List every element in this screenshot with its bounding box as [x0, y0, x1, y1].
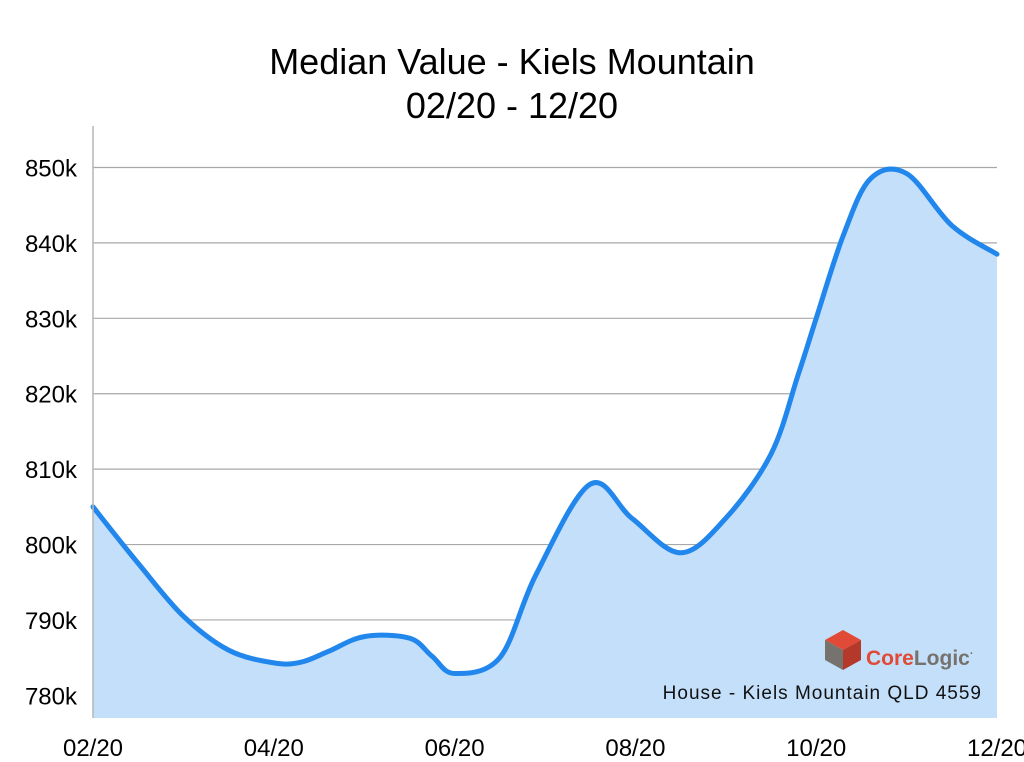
- chart-subtitle: 02/20 - 12/20: [405, 85, 619, 126]
- data-point: [949, 223, 954, 228]
- x-tick-label: 10/20: [786, 735, 846, 762]
- data-point: [678, 550, 683, 555]
- data-point: [407, 636, 412, 641]
- data-point: [497, 655, 502, 660]
- data-point: [326, 649, 331, 654]
- data-point: [271, 660, 276, 665]
- series-line: [90, 166, 1000, 677]
- y-tick-label: 840k: [25, 231, 78, 258]
- data-point: [868, 176, 873, 181]
- data-point: [629, 516, 634, 521]
- data-point: [588, 482, 593, 487]
- data-point: [298, 660, 303, 665]
- data-point: [136, 561, 141, 566]
- data-point: [796, 372, 801, 377]
- data-point: [452, 671, 457, 676]
- series-area: [93, 169, 997, 719]
- data-point: [995, 252, 1000, 257]
- data-point: [723, 516, 728, 521]
- logo-text-core: Core: [866, 647, 914, 670]
- data-point: [226, 648, 231, 653]
- data-point: [841, 233, 846, 238]
- data-point: [430, 654, 435, 659]
- x-tick-label: 08/20: [605, 735, 665, 762]
- x-axis-ticks: 02/20 04/20 06/20 08/20 10/20 12/20: [63, 735, 1024, 762]
- y-tick-label: 830k: [25, 306, 78, 333]
- y-tick-label: 790k: [25, 608, 78, 635]
- x-tick-label: 04/20: [244, 735, 304, 762]
- y-tick-label: 850k: [25, 155, 78, 182]
- x-tick-label: 02/20: [63, 735, 123, 762]
- data-point: [533, 572, 538, 577]
- y-axis-ticks: 780k 790k 800k 810k 820k 830k 840k 850k: [25, 155, 78, 710]
- logo-text-logic: Logic: [914, 647, 970, 670]
- y-tick-label: 800k: [25, 533, 78, 560]
- data-point: [362, 634, 367, 639]
- x-tick-label: 06/20: [425, 735, 485, 762]
- corelogic-logo: CoreLogic·: [825, 630, 974, 670]
- svg-text:CoreLogic·: CoreLogic·: [866, 647, 974, 670]
- data-point: [814, 316, 819, 321]
- data-point: [769, 452, 774, 457]
- chart-annotation: House - Kiels Mountain QLD 4559: [663, 683, 982, 704]
- logo-trademark: ·: [970, 648, 974, 660]
- logo-cube-right: [843, 640, 861, 670]
- data-point: [181, 614, 186, 619]
- data-point: [91, 504, 96, 509]
- y-tick-label: 780k: [25, 683, 78, 710]
- x-tick-label: 12/20: [967, 735, 1024, 762]
- chart-title: Median Value - Kiels Mountain: [269, 41, 755, 82]
- y-tick-label: 820k: [25, 382, 78, 409]
- logo-cube-left: [825, 640, 843, 670]
- y-tick-label: 810k: [25, 457, 78, 484]
- data-point: [904, 171, 909, 176]
